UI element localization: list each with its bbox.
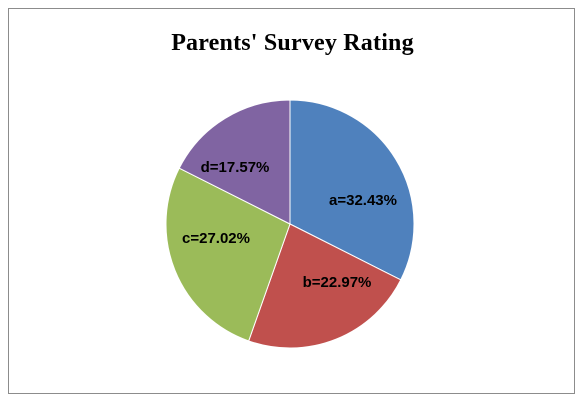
pie-slice-b	[248, 223, 402, 349]
slice-label-b: b=22.97%	[303, 274, 372, 291]
pie-slice-c	[165, 167, 291, 342]
slice-label-c: c=27.02%	[182, 230, 250, 247]
pie-slice-d	[178, 99, 291, 225]
pie-slice-a	[289, 99, 415, 281]
slice-label-a: a=32.43%	[329, 192, 397, 209]
slice-label-d: d=17.57%	[201, 159, 270, 176]
chart-title: Parents' Survey Rating	[171, 30, 414, 56]
pie-slices	[165, 99, 415, 349]
pie-labels: a=32.43% b=22.97% c=27.02% d=17.57%	[182, 159, 397, 291]
